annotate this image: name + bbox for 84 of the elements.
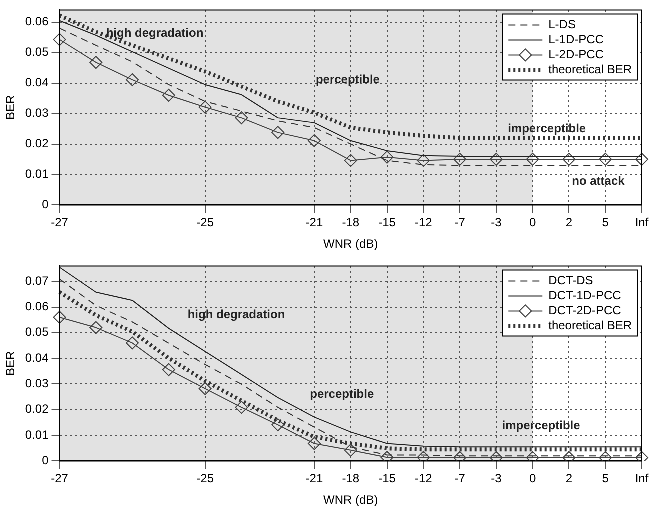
point (198, 382, 212, 396)
x-tick-label: -25 (196, 216, 214, 230)
point (562, 152, 576, 166)
x-tick-label: 2 (566, 216, 573, 230)
legend-label: L-1D-PCC (548, 32, 604, 47)
y-tick-label: 0.04 (25, 76, 50, 90)
point (344, 444, 358, 457)
point (344, 154, 358, 168)
point (90, 321, 103, 334)
x-tick-label: -25 (196, 472, 214, 486)
x-tick-label: -21 (306, 472, 324, 486)
point (380, 150, 394, 164)
x-tick-label: Inf (635, 472, 650, 486)
y-tick-label: 0.03 (25, 376, 50, 391)
legend-label: theoretical BER (548, 318, 632, 333)
y-tick-label: 0.05 (25, 45, 50, 60)
point (162, 363, 176, 376)
x-tick-label: 5 (602, 472, 610, 486)
x-tick-label: -15 (378, 216, 396, 230)
point (126, 336, 140, 350)
annotation: imperceptible (508, 121, 586, 136)
y-axis-title: BER (4, 351, 18, 376)
x-tick-label: 5 (602, 216, 610, 230)
x-tick-label: -18 (342, 216, 360, 230)
point (53, 33, 66, 46)
legend-label: DCT-DS (548, 274, 594, 288)
x-tick-label: -21 (306, 216, 324, 230)
y-tick-label: 0 (42, 198, 50, 212)
x-tick-label: -15 (378, 472, 396, 486)
point (636, 152, 648, 166)
x-tick-label: -27 (51, 472, 69, 486)
y-tick-label: 0.01 (25, 428, 50, 442)
point (308, 134, 321, 148)
point (272, 418, 285, 432)
y-tick-label: 0 (42, 454, 50, 468)
point (53, 311, 66, 324)
y-tick-label: 0.01 (25, 167, 50, 182)
point (235, 112, 248, 125)
point (198, 100, 212, 114)
point (454, 152, 467, 166)
legend-label: DCT-2D-PCC (548, 304, 622, 318)
x-tick-label: -7 (454, 216, 466, 230)
x-tick-label: -3 (491, 216, 502, 230)
y-tick-label: 0.06 (25, 14, 50, 29)
point (599, 152, 612, 166)
point (308, 437, 321, 450)
legend-label: L-2D-PCC (548, 48, 604, 62)
point (126, 73, 140, 86)
point (90, 56, 103, 70)
x-tick-label: -27 (51, 216, 69, 230)
x-tick-label: -12 (414, 472, 433, 486)
x-tick-label: -12 (414, 216, 433, 230)
x-tick-label: 2 (566, 472, 573, 486)
y-tick-label: 0.02 (25, 402, 50, 416)
point (490, 152, 503, 166)
annotation: perceptible (310, 387, 374, 402)
x-tick-label: -7 (454, 472, 466, 486)
y-tick-label: 0.04 (25, 350, 50, 365)
point (526, 152, 540, 166)
x-tick-label: 0 (529, 472, 536, 486)
annotation: high degradation (188, 307, 286, 322)
x-axis-title: WNR (dB) (324, 493, 378, 508)
x-tick-label: 0 (529, 216, 536, 230)
point (162, 89, 176, 102)
point (235, 401, 248, 414)
legend-label: DCT-1D-PCC (548, 288, 622, 303)
x-tick-label: -3 (491, 472, 502, 486)
y-tick-label: 0.06 (25, 300, 50, 314)
annotation: no attack (572, 174, 626, 188)
x-axis-title: WNR (dB) (324, 237, 378, 252)
x-tick-label: Inf (635, 216, 650, 230)
y-tick-label: 0.02 (25, 136, 50, 151)
annotation: high degradation (106, 26, 204, 40)
legend-label: L-DS (548, 18, 576, 32)
annotation: imperceptible (502, 418, 581, 432)
legend-label: theoretical BER (548, 62, 632, 77)
y-tick-label: 0.05 (25, 325, 50, 340)
y-axis-title: BER (4, 95, 18, 120)
annotation: perceptible (316, 72, 380, 87)
y-tick-label: 0.07 (25, 274, 50, 288)
point (272, 126, 285, 140)
x-tick-label: -18 (342, 472, 360, 486)
y-tick-label: 0.03 (25, 106, 50, 120)
point (417, 154, 430, 168)
